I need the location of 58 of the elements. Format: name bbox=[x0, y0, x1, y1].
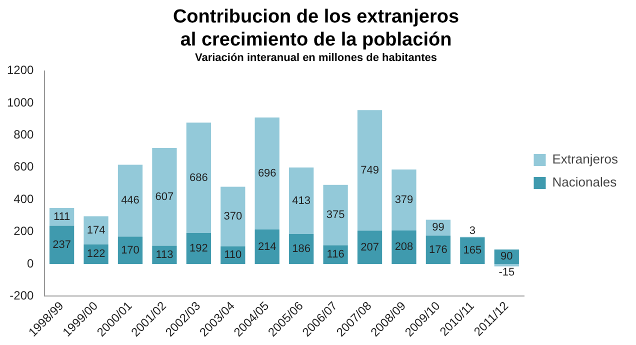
data-label: 749 bbox=[360, 164, 379, 176]
data-label: 90 bbox=[500, 250, 513, 263]
y-tick-label: 400 bbox=[14, 192, 34, 206]
data-label: 116 bbox=[326, 248, 344, 261]
data-label: -15 bbox=[498, 266, 515, 278]
bar bbox=[254, 230, 280, 264]
bar bbox=[254, 117, 280, 230]
data-label: 170 bbox=[121, 244, 140, 256]
bar bbox=[186, 233, 211, 264]
data-label: 99 bbox=[432, 222, 444, 234]
data-label: 370 bbox=[224, 210, 242, 222]
data-label: 122 bbox=[86, 248, 106, 260]
bar bbox=[49, 226, 74, 264]
data-label: 113 bbox=[156, 248, 174, 261]
bar bbox=[494, 264, 519, 266]
data-label: 413 bbox=[292, 194, 311, 207]
data-label: 176 bbox=[429, 244, 448, 256]
y-tick-label: 1200 bbox=[6, 63, 34, 78]
bar bbox=[220, 186, 246, 246]
bar bbox=[84, 216, 108, 244]
bar bbox=[357, 110, 382, 231]
bar bbox=[118, 236, 143, 264]
chart-subtitle: Variación interanual en millones de habitantes bbox=[194, 52, 438, 64]
y-tick-label: -200 bbox=[10, 288, 34, 302]
y-tick-label: 0 bbox=[27, 256, 34, 270]
bar bbox=[118, 164, 143, 237]
data-label: 207 bbox=[360, 241, 379, 254]
bar bbox=[392, 230, 416, 264]
data-label: 110 bbox=[224, 249, 242, 262]
legend-label: Extranjeros bbox=[552, 152, 618, 167]
data-label: 165 bbox=[463, 244, 482, 257]
data-label: 446 bbox=[121, 194, 140, 207]
y-tick-label: 1000 bbox=[6, 95, 34, 110]
bar bbox=[357, 230, 382, 264]
data-label: 186 bbox=[292, 243, 311, 256]
data-label: 237 bbox=[52, 238, 71, 251]
bar bbox=[186, 122, 211, 234]
data-label: 192 bbox=[190, 242, 208, 255]
bar bbox=[426, 236, 451, 264]
data-label: 208 bbox=[394, 241, 414, 254]
data-label: 686 bbox=[190, 172, 208, 184]
y-tick-label: 600 bbox=[14, 160, 34, 174]
y-tick-label: 200 bbox=[14, 224, 34, 238]
data-label: 379 bbox=[394, 194, 414, 206]
y-tick-label: 800 bbox=[14, 127, 34, 142]
data-label: 111 bbox=[53, 210, 70, 223]
data-label: 607 bbox=[155, 190, 174, 203]
bar bbox=[289, 168, 314, 234]
chart-title: Contribucion de los extranjeros al crecimiento de la población bbox=[172, 6, 460, 50]
bar bbox=[152, 148, 177, 246]
data-label: 375 bbox=[326, 209, 345, 222]
data-label: 174 bbox=[86, 224, 106, 236]
data-label: 3 bbox=[469, 224, 476, 237]
data-label: 214 bbox=[258, 240, 276, 253]
legend-label: Nacionales bbox=[552, 174, 618, 190]
data-label: 696 bbox=[258, 168, 276, 180]
bar bbox=[392, 169, 416, 230]
bar bbox=[323, 184, 348, 246]
